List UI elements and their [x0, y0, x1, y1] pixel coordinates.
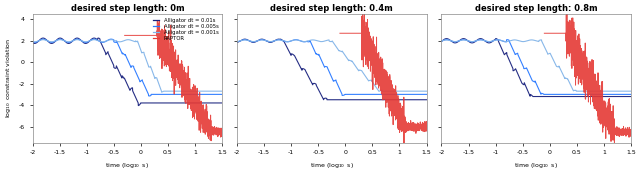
X-axis label: time ($\log_{10}$ s): time ($\log_{10}$ s) — [310, 161, 354, 170]
Title: desired step length: 0m: desired step length: 0m — [70, 4, 184, 13]
Legend: Alligator dt = 0.01s, Alligator dt = 0.005s, Alligator dt = 0.001s, RAPTOR: Alligator dt = 0.01s, Alligator dt = 0.0… — [152, 17, 220, 42]
Title: desired step length: 0.4m: desired step length: 0.4m — [271, 4, 393, 13]
X-axis label: time ($\log_{10}$ s): time ($\log_{10}$ s) — [106, 161, 149, 170]
X-axis label: time ($\log_{10}$ s): time ($\log_{10}$ s) — [515, 161, 558, 170]
Title: desired step length: 0.8m: desired step length: 0.8m — [475, 4, 598, 13]
Y-axis label: $\log_{10}$ constraint violation: $\log_{10}$ constraint violation — [4, 38, 13, 118]
